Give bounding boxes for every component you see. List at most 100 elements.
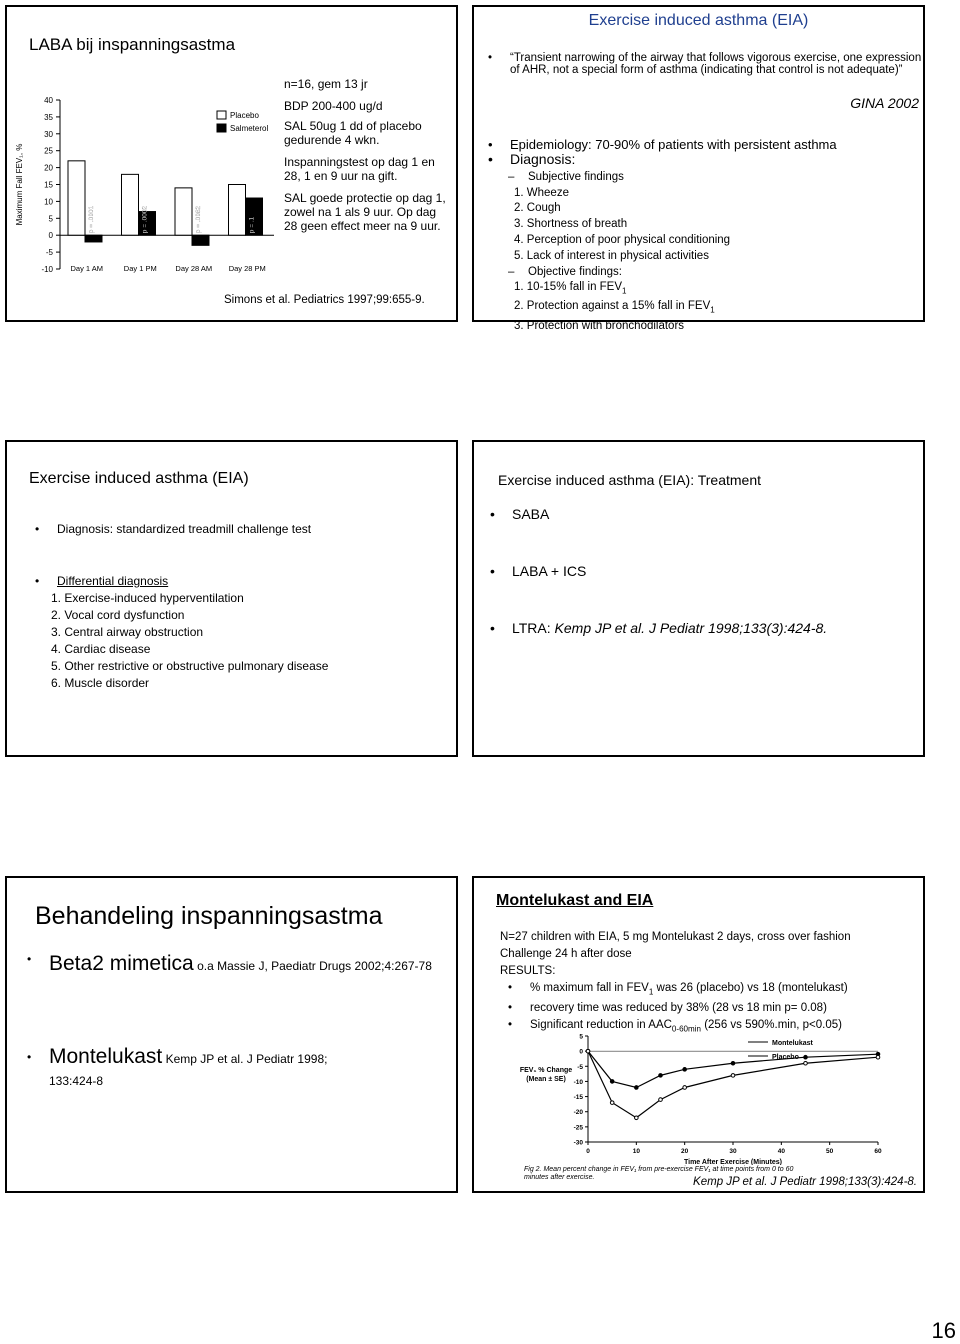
subscript: 1 bbox=[710, 305, 715, 315]
slide: Montelukast and EIA N=27 children with EI… bbox=[472, 876, 925, 1193]
citation: Kemp JP et al. J Pediatr 1998;133(3):424… bbox=[693, 1176, 917, 1188]
list-item: 3. Protection with bronchodilators bbox=[480, 319, 900, 335]
slide-title: Behandeling inspanningsastma bbox=[35, 902, 383, 930]
reference: Kemp JP et al. J Pediatr 1998;133(3):424… bbox=[554, 620, 828, 636]
list-item: 1. Wheeze bbox=[514, 186, 569, 199]
list-item: 6. Muscle disorder bbox=[51, 676, 150, 690]
list-item: 5. Lack of interest in physical activiti… bbox=[514, 249, 709, 262]
diagnosis-heading: Diagnosis: bbox=[480, 151, 900, 168]
y-tick-label: 40 bbox=[44, 96, 53, 105]
y-tick-label: -5 bbox=[46, 248, 54, 257]
point bbox=[658, 1073, 663, 1078]
bar bbox=[67, 160, 86, 236]
x-tick-label: 40 bbox=[778, 1148, 786, 1155]
list-item: 3. Central airway obstruction bbox=[51, 625, 204, 639]
caption: Fig 2. Mean percent change in FEV₁ from … bbox=[524, 1166, 794, 1181]
y-tick-label: 20 bbox=[44, 164, 53, 173]
bar bbox=[174, 187, 193, 236]
list-item: 1. Exercise-induced hyperventilation bbox=[51, 591, 244, 605]
page-number: 16 bbox=[931, 1318, 956, 1343]
list-item: Beta2 mimetica o.a Massie J, Paediatr Dr… bbox=[19, 952, 439, 976]
item-text: 2. Protection against a 15% fall in FEV bbox=[514, 300, 711, 313]
x-tick-label: Day 28 AM bbox=[175, 264, 212, 273]
note: BDP 200-400 ug/d bbox=[284, 99, 383, 113]
legend-label: Placebo bbox=[772, 1054, 799, 1061]
list-item: % maximum fall in FEV1 was 26 (placebo) … bbox=[500, 980, 915, 1000]
y-tick-label: -30 bbox=[574, 1140, 584, 1147]
slide-title: Exercise induced asthma (EIA) bbox=[29, 470, 249, 487]
point bbox=[609, 1079, 615, 1084]
slide: Exercise induced asthma (EIA)Diagnosis: … bbox=[5, 440, 458, 757]
reference: o.a Massie J, Paediatr Drugs 2002;4:267-… bbox=[197, 959, 432, 973]
notes: n=16, gem 13 jr BDP 200-400 ug/d SAL 50ug … bbox=[284, 77, 449, 241]
slide-title: Exercise induced asthma (EIA) bbox=[588, 12, 809, 29]
y-axis-label: Maximum Fall FEV₁, % bbox=[15, 144, 24, 226]
subscript: 1 bbox=[648, 987, 654, 997]
list-item: 2. Cough bbox=[514, 202, 561, 215]
list-item: Montelukast Kemp JP et al. J Pediatr 199… bbox=[19, 1046, 349, 1092]
point bbox=[634, 1115, 639, 1121]
item-text: was 26 (placebo) vs 18 (montelukast) bbox=[653, 982, 848, 994]
list-item: LABA + ICS bbox=[482, 563, 931, 579]
y-tick-label: -5 bbox=[577, 1064, 583, 1071]
legend-swatch bbox=[216, 110, 227, 120]
slide: LABA bij inspanningsastma n=16, gem 13 jr… bbox=[5, 5, 458, 322]
point bbox=[682, 1085, 687, 1090]
item-text: 3. Protection with bronchodilators bbox=[514, 319, 685, 332]
y-tick-label: -10 bbox=[574, 1079, 584, 1086]
list-item: 2. Vocal cord dysfunction bbox=[51, 608, 185, 622]
legend-label: Montelukast bbox=[772, 1040, 814, 1047]
bar bbox=[138, 211, 156, 236]
x-tick-label: Day 1 AM bbox=[70, 264, 103, 273]
intro-line: Challenge 24 h after dose bbox=[500, 948, 632, 960]
bar-chart: Maximum Fall FEV₁, % -10 -5 0 5 10 15 20 25 30 35 4… bbox=[15, 96, 274, 274]
slide: Exercise induced asthma (EIA): Treatment… bbox=[472, 440, 925, 757]
citation: Simons et al. Pediatrics 1997;99:655-9. bbox=[224, 294, 425, 306]
bar bbox=[121, 173, 139, 236]
point bbox=[609, 1100, 615, 1105]
y-axis-label: FEV₁ % Change bbox=[520, 1067, 572, 1074]
legend-label: Placebo bbox=[230, 111, 259, 120]
list-item: 1. 10-15% fall in FEV1 bbox=[480, 280, 900, 299]
p-value-label: p = .0002 bbox=[142, 206, 149, 234]
y-tick-label: 5 bbox=[49, 214, 54, 223]
item-text: Beta2 mimetica bbox=[49, 952, 194, 975]
y-tick-label: 15 bbox=[44, 181, 53, 190]
point bbox=[803, 1060, 808, 1066]
list-item: 3. Shortness of breath bbox=[514, 218, 628, 231]
item-text: Significant reduction in AAC bbox=[530, 1019, 672, 1032]
subjective-heading: Subjective findings bbox=[480, 170, 900, 186]
note: SAL goede protectie op dag 1, zowel na 1… bbox=[284, 191, 446, 233]
x-tick-label: Day 28 PM bbox=[229, 264, 266, 273]
y-tick-label: 10 bbox=[44, 197, 53, 206]
y-tick-label: 0 bbox=[579, 1049, 583, 1056]
x-tick-label: 0 bbox=[586, 1148, 590, 1155]
intro-line: N=27 children with EIA, 5 mg Montelukast… bbox=[500, 931, 851, 943]
source: GINA 2002 bbox=[850, 95, 919, 111]
list-item: recovery time was reduced by 38% (28 vs … bbox=[500, 1000, 915, 1017]
slide: Behandeling inspanningsastma Beta2 mimeti… bbox=[5, 876, 458, 1193]
list-item: 4. Perception of poor physical condition… bbox=[514, 233, 731, 246]
list-item: 5. Other restrictive or obstructive pulm… bbox=[51, 659, 329, 673]
results-heading: RESULTS: bbox=[500, 965, 556, 977]
y-tick-label: 5 bbox=[579, 1034, 583, 1041]
x-tick-label: 20 bbox=[681, 1148, 689, 1155]
reference: Kemp JP et al. J Pediatr 1998; 133:424-8 bbox=[49, 1052, 328, 1088]
point bbox=[585, 1048, 591, 1054]
point bbox=[682, 1067, 687, 1072]
text-block: N=27 children with EIA, 5 mg Montelukast… bbox=[500, 929, 915, 1038]
differential-heading: Differential diagnosis bbox=[27, 573, 328, 590]
list-item: Significant reduction in AAC0-60min (256… bbox=[500, 1017, 915, 1037]
subscript: 1 bbox=[622, 286, 627, 296]
line bbox=[587, 1050, 879, 1089]
item-text: recovery time was reduced by 38% (28 vs … bbox=[530, 1002, 827, 1015]
x-tick-label: 50 bbox=[826, 1148, 834, 1155]
x-tick-label: Day 1 PM bbox=[124, 264, 157, 273]
item-text: % maximum fall in FEV bbox=[530, 982, 649, 994]
point bbox=[875, 1054, 881, 1060]
slide-title: LABA bij inspanningsastma bbox=[29, 35, 236, 54]
p-value-label: p = .0082 bbox=[195, 206, 202, 234]
